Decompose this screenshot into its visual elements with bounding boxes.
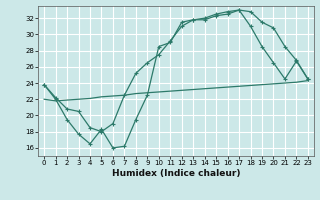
X-axis label: Humidex (Indice chaleur): Humidex (Indice chaleur) (112, 169, 240, 178)
